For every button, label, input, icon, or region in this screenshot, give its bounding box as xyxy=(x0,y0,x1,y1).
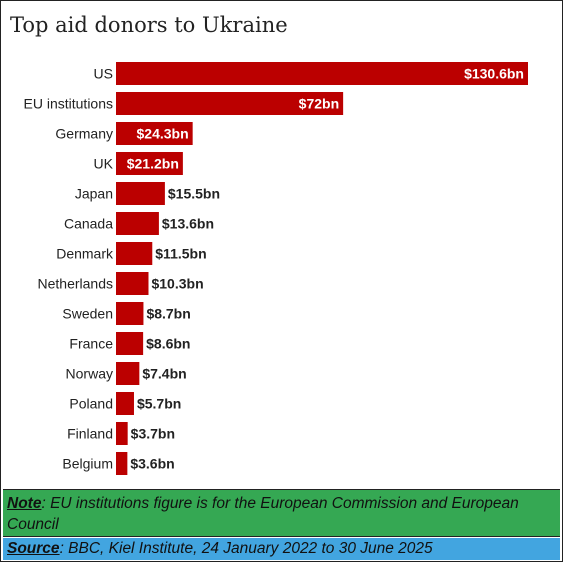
category-label-finland: Finland xyxy=(67,426,113,442)
bar-netherlands xyxy=(116,272,149,295)
bar-uk xyxy=(116,152,183,175)
category-label-norway: Norway xyxy=(66,366,113,382)
bar-denmark xyxy=(116,242,153,265)
note-box: Note: EU institutions figure is for the … xyxy=(3,489,560,537)
value-label-denmark: $11.5bn xyxy=(155,246,206,262)
note-text: : EU institutions figure is for the Euro… xyxy=(7,495,519,533)
bar-chart: US $130.6bn EU institutions $72bn Germany $24… xyxy=(24,62,528,475)
value-label-japan: $15.5bn xyxy=(168,186,220,202)
bar-sweden xyxy=(116,302,144,325)
bar-belgium xyxy=(116,452,128,475)
note-label: Note xyxy=(7,495,42,512)
value-label-norway: $7.4bn xyxy=(142,366,186,382)
bar-france xyxy=(116,332,144,355)
category-label-denmark: Denmark xyxy=(56,246,114,262)
value-label-eu-institutions: $72bn xyxy=(299,96,339,112)
value-label-netherlands: $10.3bn xyxy=(151,276,203,292)
bar-us xyxy=(116,62,528,85)
value-label-belgium: $3.6bn xyxy=(130,456,174,472)
category-label-canada: Canada xyxy=(64,216,113,232)
value-label-france: $8.6bn xyxy=(146,336,190,352)
source-label: Source xyxy=(7,540,60,557)
source-text: : BBC, Kiel Institute, 24 January 2022 t… xyxy=(59,540,433,557)
source-box: Source: BBC, Kiel Institute, 24 January … xyxy=(3,538,560,560)
bar-norway xyxy=(116,362,140,385)
category-label-sweden: Sweden xyxy=(62,306,113,322)
category-label-japan: Japan xyxy=(75,186,113,202)
category-label-uk: UK xyxy=(94,156,114,172)
bar-poland xyxy=(116,392,134,415)
category-label-netherlands: Netherlands xyxy=(38,276,114,292)
category-label-germany: Germany xyxy=(55,126,113,142)
category-label-poland: Poland xyxy=(69,396,113,412)
bar-germany xyxy=(116,122,193,145)
bar-canada xyxy=(116,212,159,235)
value-label-poland: $5.7bn xyxy=(137,396,181,412)
bar-finland xyxy=(116,422,128,445)
chart-title: Top aid donors to Ukraine xyxy=(10,13,288,37)
value-label-canada: $13.6bn xyxy=(162,216,214,232)
value-label-sweden: $8.7bn xyxy=(146,306,190,322)
bar-japan xyxy=(116,182,165,205)
category-label-france: France xyxy=(69,336,113,352)
category-label-us: US xyxy=(94,66,113,82)
value-label-us: $130.6bn xyxy=(464,66,524,82)
value-label-finland: $3.7bn xyxy=(131,426,175,442)
value-label-germany: $24.3bn xyxy=(137,126,189,142)
value-label-uk: $21.2bn xyxy=(127,156,179,172)
category-label-belgium: Belgium xyxy=(62,456,113,472)
bar-eu-institutions xyxy=(116,92,344,115)
category-label-eu-institutions: EU institutions xyxy=(24,96,113,112)
